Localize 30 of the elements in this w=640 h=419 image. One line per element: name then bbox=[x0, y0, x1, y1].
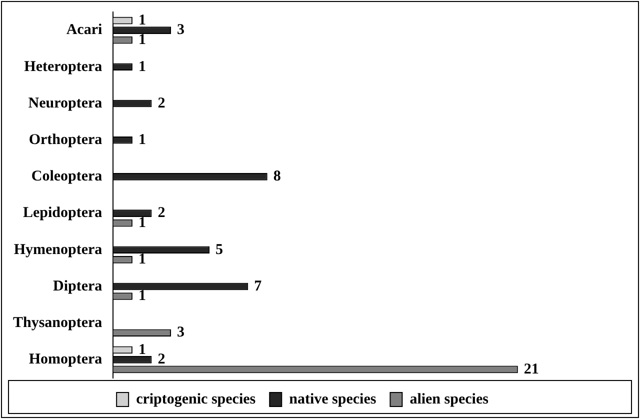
y-tick-label: Orthoptera bbox=[28, 132, 103, 148]
data-label: 2 bbox=[158, 352, 166, 368]
data-label: 5 bbox=[216, 242, 224, 258]
data-label: 7 bbox=[254, 278, 262, 294]
data-label: 1 bbox=[138, 12, 146, 28]
data-label: 1 bbox=[138, 342, 146, 358]
legend-label: criptogenic species bbox=[136, 391, 256, 408]
y-tick-label: Heteroptera bbox=[24, 58, 103, 75]
data-label: 21 bbox=[524, 361, 539, 378]
data-label: 1 bbox=[138, 58, 146, 75]
data-label: 2 bbox=[158, 205, 166, 222]
data-label: 3 bbox=[177, 22, 184, 38]
data-label: 1 bbox=[138, 252, 146, 268]
y-tick-label: Diptera bbox=[53, 278, 103, 294]
y-tick-label: Thysanoptera bbox=[12, 314, 103, 331]
data-label: 1 bbox=[138, 288, 146, 304]
y-tick-label: Acari bbox=[66, 22, 102, 38]
legend-label: alien species bbox=[410, 391, 489, 408]
data-label: 1 bbox=[138, 214, 146, 231]
data-label: 1 bbox=[138, 132, 146, 148]
y-tick-label: Hymenoptera bbox=[14, 242, 103, 258]
data-label: 2 bbox=[158, 95, 166, 112]
y-tick-label: Neuroptera bbox=[28, 95, 103, 112]
y-tick-label: Coleoptera bbox=[31, 168, 103, 185]
y-tick-label: Homoptera bbox=[28, 352, 103, 368]
data-label: 3 bbox=[177, 324, 184, 341]
data-label: 1 bbox=[138, 32, 146, 48]
y-tick-label: Lepidoptera bbox=[23, 205, 103, 222]
legend-label: native species bbox=[289, 391, 376, 408]
data-label: 8 bbox=[273, 168, 281, 185]
